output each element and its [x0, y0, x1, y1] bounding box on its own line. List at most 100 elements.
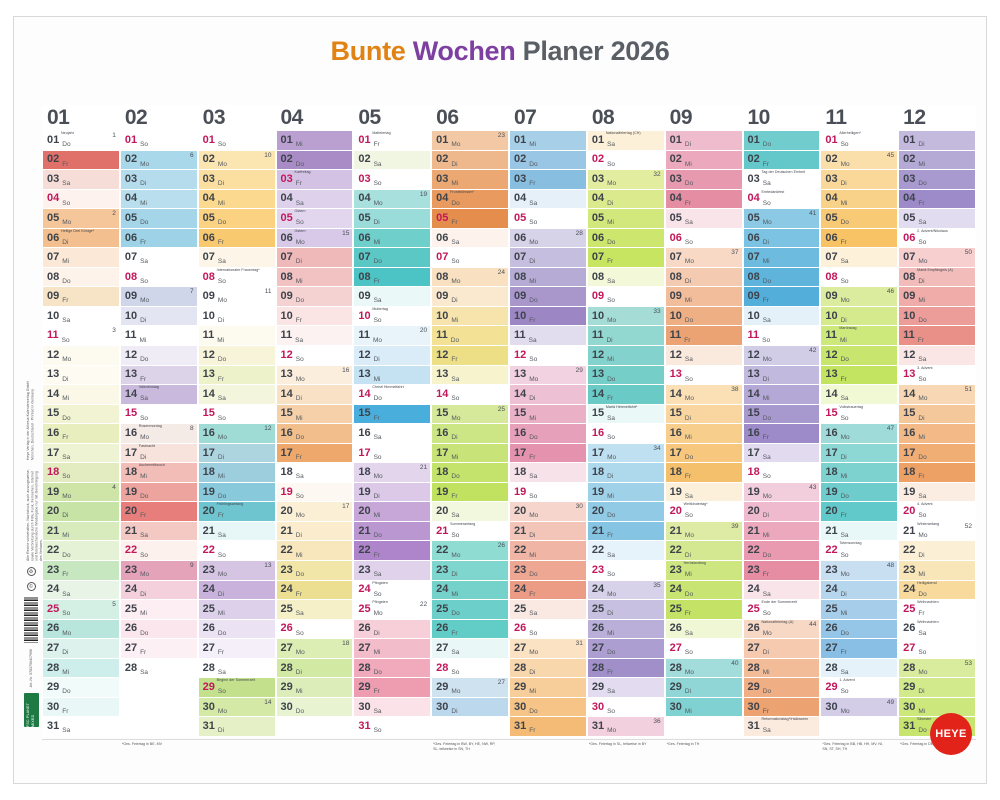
day-cell[interactable]: 20 Mo 17	[276, 502, 353, 522]
day-cell[interactable]: 05 Di	[354, 209, 431, 229]
day-cell[interactable]: 13 Mo 29	[510, 365, 586, 386]
day-cell[interactable]: 01 Sa Nationalfeiertag (CH)	[587, 131, 664, 151]
day-cell[interactable]: 20 Sa	[432, 502, 508, 522]
day-cell[interactable]: 31 Sa	[43, 717, 119, 737]
day-cell[interactable]: 31 Di	[198, 717, 275, 737]
day-cell[interactable]: 20 Fr	[821, 502, 898, 522]
day-cell[interactable]: 25 Sa	[510, 600, 586, 620]
day-cell[interactable]: 30 Mi	[899, 697, 975, 718]
day-cell[interactable]: 07 Mi	[43, 248, 119, 268]
day-cell[interactable]: 18 Mi	[198, 463, 275, 483]
day-cell[interactable]: 30 Fr	[743, 697, 820, 718]
day-cell[interactable]: 15 Di	[665, 404, 742, 425]
day-cell[interactable]: 30 So	[587, 697, 664, 718]
day-cell[interactable]: 13 Fr	[198, 365, 275, 386]
day-cell[interactable]: 20 Mi	[354, 502, 431, 522]
day-cell[interactable]: 18 Di	[587, 463, 664, 483]
day-cell[interactable]: 22 So	[198, 541, 275, 562]
day-cell[interactable]: 19 Sa	[899, 482, 975, 503]
day-cell[interactable]: 07 Sa	[120, 248, 197, 268]
day-cell[interactable]: 06 Fr	[120, 228, 197, 249]
day-cell[interactable]: 02 So	[587, 150, 664, 171]
day-cell[interactable]: 15 Do	[743, 404, 820, 425]
day-cell[interactable]: 10 So Muttertag	[354, 306, 431, 327]
day-cell[interactable]: 12 Fr	[432, 346, 508, 366]
day-cell[interactable]: 11 Sa	[276, 326, 353, 347]
day-cell[interactable]: 21 Fr	[587, 521, 664, 542]
day-cell[interactable]: 28 Sa	[198, 658, 275, 679]
day-cell[interactable]: 17 Di Fastnacht	[120, 443, 197, 464]
day-cell[interactable]: 27 Di	[43, 639, 119, 659]
day-cell[interactable]: 16 So	[587, 424, 664, 444]
day-cell[interactable]: 14 Sa Valentinstag	[120, 385, 197, 405]
day-cell[interactable]: 12 Sa	[665, 346, 742, 366]
day-cell[interactable]: 12 Mo	[43, 346, 119, 366]
day-cell[interactable]: 10 Fr	[276, 306, 353, 327]
day-cell[interactable]: 24 Di	[821, 580, 898, 601]
day-cell[interactable]: 22 Sa	[587, 541, 664, 562]
day-cell[interactable]: 20 So 4. Advent	[899, 502, 975, 522]
day-cell[interactable]: 30 Di	[432, 697, 508, 718]
day-cell[interactable]: 02 Mi	[899, 150, 975, 171]
day-cell[interactable]: 02 Fr	[43, 150, 119, 171]
day-cell[interactable]: 17 Mi	[432, 443, 508, 464]
day-cell[interactable]: 25 Fr Weihnachten	[899, 600, 975, 620]
day-cell[interactable]: 13 Sa	[432, 365, 508, 386]
day-cell[interactable]: 27 Do	[587, 639, 664, 659]
day-cell[interactable]: 11 Di	[587, 326, 664, 347]
day-cell[interactable]: 01 Mi	[510, 131, 586, 151]
day-cell[interactable]: 26 Mo	[43, 619, 119, 640]
day-cell[interactable]: 04 Sa	[276, 189, 353, 210]
day-cell[interactable]: 14 Sa	[821, 385, 898, 405]
day-cell[interactable]: 05 So Ostern	[276, 209, 353, 229]
day-cell[interactable]: 18 Mo 21	[354, 463, 431, 483]
day-cell[interactable]: 25 Fr	[665, 600, 742, 620]
day-cell[interactable]: 11 Mi Martinstag	[821, 326, 898, 347]
day-cell[interactable]: 13 So 3. Advent	[899, 365, 975, 386]
day-cell[interactable]: 12 So	[276, 346, 353, 366]
day-cell[interactable]: 17 Sa	[743, 443, 820, 464]
day-cell[interactable]: 21 Sa	[821, 521, 898, 542]
day-cell[interactable]: 09 Sa	[354, 287, 431, 307]
day-cell[interactable]: 03 So	[354, 170, 431, 190]
day-cell[interactable]: 08 Di	[665, 267, 742, 288]
day-cell[interactable]: 29 Fr	[354, 678, 431, 698]
day-cell[interactable]: 07 Sa	[821, 248, 898, 268]
day-cell[interactable]: 17 So	[354, 443, 431, 464]
day-cell[interactable]: 11 Do	[432, 326, 508, 347]
day-cell[interactable]: 26 So	[276, 619, 353, 640]
day-cell[interactable]: 31 Sa Reformationstag*/Halloween	[743, 717, 820, 737]
day-cell[interactable]: 27 Fr	[120, 639, 197, 659]
day-cell[interactable]: 13 Fr	[821, 365, 898, 386]
day-cell[interactable]: 08 So	[120, 267, 197, 288]
day-cell[interactable]: 15 Mi	[510, 404, 586, 425]
day-cell[interactable]: 05 Mo 2	[43, 209, 119, 229]
day-cell[interactable]: 25 So Ende der Sommerzeit	[743, 600, 820, 620]
day-cell[interactable]: 02 Mi	[665, 150, 742, 171]
day-cell[interactable]: 10 Di	[120, 306, 197, 327]
day-cell[interactable]: 01 Di	[899, 131, 975, 151]
day-cell[interactable]: 18 Mi	[821, 463, 898, 483]
day-cell[interactable]: 28 Mi	[743, 658, 820, 679]
day-cell[interactable]: 22 Mo 26	[432, 541, 508, 562]
day-cell[interactable]: 05 Sa	[665, 209, 742, 229]
day-cell[interactable]: 24 Do Heiligabend	[899, 580, 975, 601]
day-cell[interactable]: 05 Sa	[899, 209, 975, 229]
day-cell[interactable]: 03 Mo 32	[587, 170, 664, 190]
day-cell[interactable]: 29 So 1. Advent	[821, 678, 898, 698]
day-cell[interactable]: 08 So	[821, 267, 898, 288]
day-cell[interactable]: 21 Do	[354, 521, 431, 542]
day-cell[interactable]: 27 Di	[743, 639, 820, 659]
day-cell[interactable]: 26 Do	[821, 619, 898, 640]
day-cell[interactable]: 27 Fr	[198, 639, 275, 659]
day-cell[interactable]: 23 Mi	[899, 561, 975, 581]
day-cell[interactable]: 02 Mo 6	[120, 150, 197, 171]
day-cell[interactable]: 09 Do	[276, 287, 353, 307]
day-cell[interactable]: 26 Do	[120, 619, 197, 640]
day-cell[interactable]: 10 Fr	[510, 306, 586, 327]
day-cell[interactable]: 19 Sa	[665, 482, 742, 503]
day-cell[interactable]: 21 Mi	[43, 521, 119, 542]
day-cell[interactable]: 06 Mi	[354, 228, 431, 249]
day-cell[interactable]: 13 Do	[587, 365, 664, 386]
day-cell[interactable]: 17 Di	[821, 443, 898, 464]
